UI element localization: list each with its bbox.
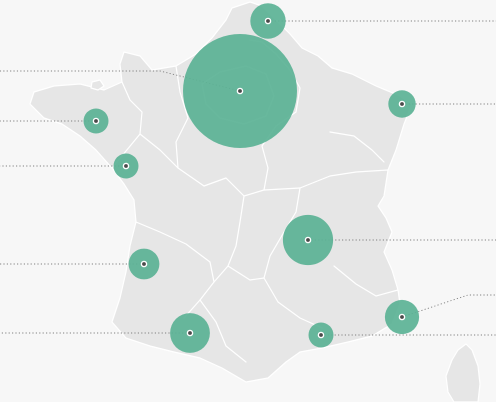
center-dot-rennes	[92, 117, 100, 125]
center-dot-bordeaux	[140, 260, 148, 268]
corsica-island	[445, 343, 481, 402]
center-dot-strasbourg	[398, 100, 406, 108]
region-border	[121, 81, 143, 135]
region-border	[175, 65, 189, 169]
center-dot-nantes	[122, 162, 130, 170]
center-dot-lyon	[304, 236, 312, 244]
region-border	[263, 169, 389, 191]
center-dot-lille	[264, 17, 272, 25]
bubbles	[83, 3, 420, 353]
land-layer	[29, 1, 481, 402]
center-dot-marseille	[398, 313, 406, 321]
center-dot-paris	[236, 87, 244, 95]
region-border	[135, 221, 215, 283]
region-border	[111, 133, 179, 169]
region-border	[227, 265, 265, 281]
region-border	[329, 131, 385, 163]
region-border	[199, 299, 247, 363]
center-dot-montpellier	[317, 331, 325, 339]
center-dot-toulouse	[186, 329, 194, 337]
region-border	[333, 265, 399, 297]
channel-islet	[90, 79, 105, 91]
marker-layer	[0, 3, 496, 353]
region-border	[263, 187, 323, 329]
